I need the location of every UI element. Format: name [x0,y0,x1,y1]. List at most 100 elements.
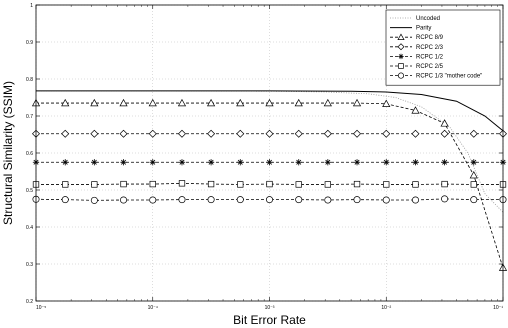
star-marker [207,159,215,166]
triangle-marker [90,98,99,107]
y-tick-label: 0.6 [26,151,33,157]
triangle-marker [177,98,187,107]
diamond-marker [207,129,216,138]
square-marker [324,181,331,188]
circle-marker [411,196,419,204]
y-tick-label: 0.9 [26,40,33,46]
star-marker [266,159,273,166]
x-tick-label: 10⁻¹ [493,305,503,311]
triangle-marker [294,98,303,107]
triangle-marker [382,99,391,107]
legend-box [385,9,501,86]
star-marker [398,53,404,60]
x-tick-label: 10⁻⁵ [36,305,46,311]
square-marker [91,181,98,188]
circle-marker [120,196,128,204]
legend: Uncoded Parity RCPC 8/9 RCPC 2/3 RCPC 1/2 RCP… [385,9,501,86]
x-tick-label: 10⁻² [381,305,391,311]
triangle-marker [236,98,245,107]
square-marker [295,181,302,188]
star-marker [353,159,361,166]
y-tick-label: 1 [30,3,33,9]
star-marker [62,159,69,166]
diamond-marker [469,129,478,138]
diamond-marker [440,129,449,138]
legend-entry: Parity [390,26,431,32]
circle-marker [382,196,390,204]
circle-marker [236,196,244,204]
legend-label: Uncoded [416,16,440,22]
legend-label: RCPC 2/5 [416,64,444,70]
legend-entry: RCPC 2/3 [390,43,444,51]
series-4 [32,159,507,166]
y-tick-label: 0.8 [26,77,33,83]
star-marker [237,159,244,166]
star-marker [149,159,156,166]
series-3 [32,129,507,138]
legend-label: RCPC 8/9 [416,35,444,41]
diamond-marker [119,129,128,138]
diamond-marker [90,129,99,138]
y-tick-label: 0.5 [26,188,33,194]
triangle-marker [397,33,405,40]
star-marker [178,159,186,166]
diamond-marker [397,43,405,51]
legend-label: RCPC 1/2 [416,54,444,60]
y-tick-label: 0.4 [26,225,33,231]
star-marker [441,159,448,166]
legend-entry: RCPC 1/3 "mother code" [390,72,482,80]
star-marker [412,159,419,166]
tick-layer: 0.2 0.3 0.4 0.5 0.6 0.7 0.8 0.9 1 10⁻⁵ 10⁻⁴ 10⁻³ 10⁻… [26,3,503,311]
legend-label: RCPC 2/3 [416,45,444,51]
series-1 [36,90,504,132]
star-marker [120,159,127,166]
series-line [36,182,503,185]
triangle-marker [148,98,157,107]
diamond-marker [61,129,70,138]
square-marker [207,180,215,188]
circle-marker [470,196,478,204]
series-line [35,198,503,201]
diamond-marker [265,129,274,138]
square-marker [470,181,477,188]
triangle-marker [61,98,70,107]
square-marker [149,180,156,188]
series-6 [32,195,507,204]
circle-marker [207,196,215,204]
circle-marker [266,196,274,204]
circle-marker [324,196,332,204]
star-marker [295,159,302,166]
diamond-marker [177,129,186,138]
circle-marker [149,196,157,204]
circle-marker [90,196,98,204]
legend-entry: RCPC 1/2 [390,53,444,60]
diamond-marker [353,129,362,138]
diamond-marker [148,129,157,138]
legend-entry: Uncoded [390,16,440,22]
circle-marker [441,195,449,203]
legend-entry: RCPC 2/5 [390,63,444,70]
star-marker [324,159,331,166]
circle-marker [397,72,405,79]
diamond-marker [323,129,332,138]
series-line [36,90,504,132]
square-marker [398,63,404,69]
triangle-marker [352,98,362,107]
x-axis-title: Bit Error Rate [233,313,306,327]
square-marker [266,180,273,188]
triangle-marker [206,98,216,107]
star-marker [470,159,477,166]
triangle-marker [440,119,449,127]
circle-marker [295,196,303,204]
star-marker [91,159,98,166]
star-marker [383,159,390,166]
legend-label: RCPC 1/3 "mother code" [416,74,482,80]
y-tick-label: 0.2 [26,299,33,305]
x-tick-label: 10⁻³ [265,305,275,311]
series-line [36,102,504,268]
square-marker [178,180,186,187]
triangle-marker [323,98,332,107]
circle-marker [353,196,361,204]
diamond-marker [294,129,303,138]
